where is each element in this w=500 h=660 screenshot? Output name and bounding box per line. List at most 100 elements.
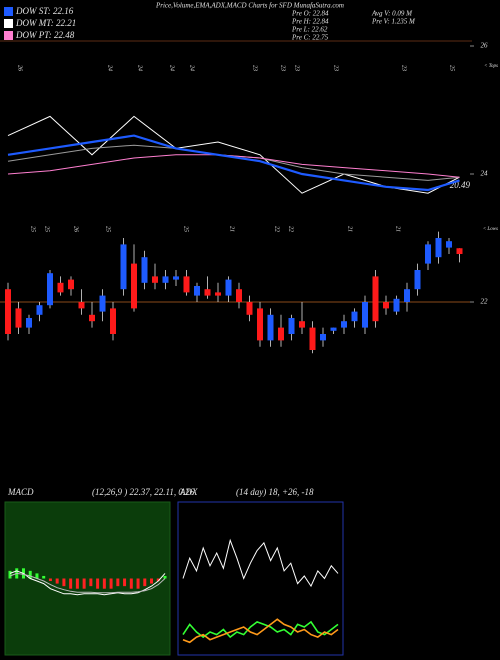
histogram-bar	[109, 578, 113, 589]
candle-body	[320, 334, 326, 341]
candle-body	[26, 318, 32, 328]
candle-body	[351, 311, 358, 322]
low-date-label: 26	[73, 226, 79, 232]
candle-body	[15, 308, 22, 328]
low-date-label: 25	[30, 226, 36, 232]
panel-title: MACD	[7, 487, 34, 497]
histogram-bar	[136, 578, 140, 589]
histogram-bar	[62, 578, 66, 587]
candle-body	[99, 295, 106, 312]
candle-body	[225, 279, 232, 296]
panel-title: ADX	[179, 487, 198, 497]
candle-body	[383, 302, 389, 309]
candle-body	[267, 314, 274, 341]
ema-line	[7, 115, 460, 194]
histogram-bar	[82, 578, 86, 589]
candle-body	[141, 257, 148, 283]
top-date-label: 24	[189, 65, 196, 71]
legend-swatch	[4, 7, 13, 16]
panel	[4, 501, 171, 656]
low-date-label: 21	[229, 226, 235, 232]
candle-body	[435, 238, 442, 258]
candle-body	[456, 248, 463, 254]
candle-body	[183, 276, 190, 293]
histogram-bar	[8, 570, 12, 579]
candle-body	[330, 327, 337, 331]
adx-line	[182, 620, 339, 639]
histogram-bar	[156, 578, 160, 582]
histogram-bar	[123, 578, 127, 587]
legend-label: DOW MT: 22.21	[15, 18, 76, 28]
info-text: Pre V: 1.235 M	[371, 18, 416, 26]
candle-body	[393, 298, 400, 312]
histogram-bar	[35, 573, 39, 579]
ema-line	[7, 144, 460, 181]
top-date-label: 23	[280, 65, 286, 71]
histogram-bar	[116, 578, 120, 587]
info-text: Pre H: 22.84	[291, 18, 329, 26]
candle-body	[5, 289, 11, 334]
low-date-label: 25	[183, 226, 189, 232]
top-date-label: 26	[17, 65, 23, 71]
candle-body	[362, 302, 368, 328]
candle-body	[110, 308, 116, 334]
adx-line	[182, 538, 339, 588]
candle-body	[446, 241, 452, 248]
top-date-label: 23	[333, 65, 339, 71]
top-date-label: 24	[107, 65, 114, 71]
histogram-bar	[129, 578, 133, 589]
candle-body	[131, 263, 137, 309]
candle-body	[152, 276, 158, 283]
histogram-bar	[75, 578, 79, 589]
annotation: 20.49	[450, 180, 471, 190]
info-text: Avg V: 0.09 M	[371, 10, 413, 18]
info-text: Pre C: 22.75	[291, 34, 329, 42]
histogram-bar	[143, 578, 147, 587]
candle-body	[404, 289, 410, 302]
histogram-bar	[55, 578, 59, 584]
y-tick-label: 26	[481, 42, 489, 50]
candle-body	[47, 273, 53, 306]
candle-body	[173, 276, 179, 280]
histogram-bar	[69, 578, 73, 589]
candle-body	[194, 286, 200, 296]
top-date-label: 24	[169, 65, 176, 71]
candle-body	[36, 305, 43, 315]
legend-swatch	[4, 19, 13, 28]
low-date-label: 22	[274, 226, 280, 232]
macd-line	[9, 572, 166, 594]
histogram-bar	[48, 578, 52, 582]
candle-body	[288, 318, 295, 334]
candle-body	[236, 289, 242, 302]
candle-body	[215, 292, 221, 296]
candle-body	[162, 276, 169, 283]
top-date-label: 23	[294, 65, 300, 71]
histogram-bar	[163, 575, 167, 579]
candle-body	[57, 282, 64, 293]
top-date-label: 23	[252, 65, 258, 71]
candle-body	[414, 270, 421, 290]
candle-body	[341, 321, 347, 328]
legend-label: DOW ST: 22.16	[15, 6, 74, 16]
legend-swatch	[4, 31, 13, 40]
low-date-label: 25	[44, 226, 50, 232]
histogram-bar	[102, 578, 106, 589]
histogram-bar	[150, 578, 154, 584]
ema-line	[7, 154, 460, 178]
low-date-label: 21	[395, 226, 401, 232]
candle-body	[120, 244, 127, 290]
candle-body	[309, 327, 316, 350]
low-date-label: 25	[105, 226, 111, 232]
top-date-label: 24	[137, 65, 144, 71]
legend-label: DOW PT: 22.48	[15, 30, 75, 40]
info-text: Pre O: 22.84	[291, 10, 329, 18]
lows-label: < Lows	[483, 227, 498, 232]
top-date-label: 23	[401, 65, 407, 71]
histogram-bar	[28, 570, 32, 579]
tops-label: < Tops	[484, 64, 498, 69]
candle-body	[78, 302, 85, 309]
info-text: Pre L: 22.62	[291, 26, 328, 34]
panel-subtitle: (14 day) 18, +26, -18	[236, 487, 314, 497]
